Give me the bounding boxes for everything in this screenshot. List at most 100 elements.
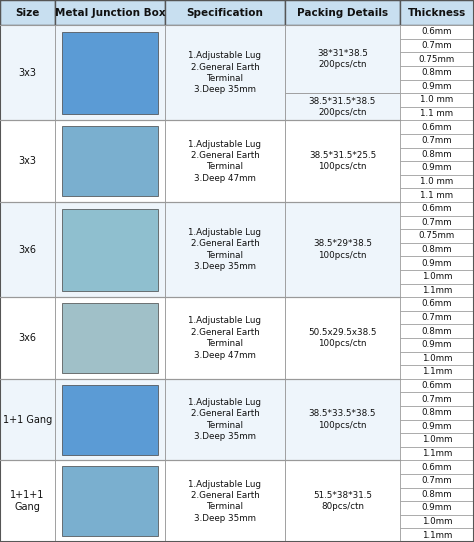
Text: 0.9mm: 0.9mm (422, 82, 452, 91)
Text: 38.5*31.5*38.5
200pcs/ctn: 38.5*31.5*38.5 200pcs/ctn (309, 96, 376, 117)
Bar (400, 93, 474, 107)
Bar (400, 80, 474, 93)
Bar (165, 25, 285, 120)
Bar (62, 126, 158, 196)
Bar (400, 270, 474, 283)
Text: 38.5*33.5*38.5
100pcs/ctn: 38.5*33.5*38.5 100pcs/ctn (309, 409, 376, 430)
Bar (165, 379, 285, 460)
Text: 3x6: 3x6 (18, 244, 36, 255)
Text: 1+1 Gang: 1+1 Gang (3, 415, 52, 424)
Text: 0.6mm: 0.6mm (422, 381, 452, 390)
Bar (400, 528, 474, 542)
Bar (55, 297, 165, 379)
Text: 1.0mm: 1.0mm (422, 272, 452, 281)
Bar (285, 120, 400, 202)
Text: 3x3: 3x3 (18, 68, 36, 78)
Text: 0.7mm: 0.7mm (422, 136, 452, 145)
Bar (285, 0, 400, 25)
Text: 0.7mm: 0.7mm (422, 218, 452, 227)
Text: 1.1mm: 1.1mm (422, 286, 452, 295)
Bar (400, 175, 474, 189)
Bar (400, 107, 474, 120)
Bar (400, 147, 474, 161)
Bar (285, 379, 400, 460)
Text: 50.5x29.5x38.5
100pcs/ctn: 50.5x29.5x38.5 100pcs/ctn (308, 328, 377, 348)
Bar (62, 384, 158, 455)
Bar (62, 303, 158, 373)
Bar (400, 420, 474, 433)
Bar (0, 25, 55, 120)
Bar (400, 161, 474, 175)
Text: 1+1+1
Gang: 1+1+1 Gang (10, 490, 45, 512)
Bar (165, 120, 285, 202)
Text: 0.7mm: 0.7mm (422, 41, 452, 50)
Text: 1.Adjustable Lug
2.General Earth
Terminal
3.Deep 35mm: 1.Adjustable Lug 2.General Earth Termina… (189, 228, 262, 271)
Text: 0.6mm: 0.6mm (422, 300, 452, 308)
Bar (400, 256, 474, 270)
Text: 0.6mm: 0.6mm (422, 463, 452, 472)
Text: 1.Adjustable Lug
2.General Earth
Terminal
3.Deep 35mm: 1.Adjustable Lug 2.General Earth Termina… (189, 398, 262, 441)
Bar (165, 297, 285, 379)
Text: 1.0mm: 1.0mm (422, 436, 452, 444)
Text: 0.8mm: 0.8mm (422, 408, 452, 417)
Bar (400, 338, 474, 352)
Bar (55, 0, 165, 25)
Bar (400, 39, 474, 53)
Text: 1.0mm: 1.0mm (422, 354, 452, 363)
Text: Packing Details: Packing Details (297, 8, 388, 17)
Text: 1.0 mm: 1.0 mm (420, 95, 454, 105)
Text: 1.1mm: 1.1mm (422, 367, 452, 377)
Text: 0.8mm: 0.8mm (422, 150, 452, 159)
Bar (0, 379, 55, 460)
Bar (400, 515, 474, 528)
Text: 0.9mm: 0.9mm (422, 340, 452, 349)
Text: 0.75mm: 0.75mm (419, 231, 455, 241)
Text: 1.0 mm: 1.0 mm (420, 177, 454, 186)
Text: 0.6mm: 0.6mm (422, 204, 452, 214)
Bar (400, 202, 474, 216)
Bar (400, 311, 474, 325)
Bar (400, 379, 474, 392)
Text: 38.5*31.5*25.5
100pcs/ctn: 38.5*31.5*25.5 100pcs/ctn (309, 151, 376, 171)
Bar (400, 406, 474, 420)
Bar (285, 93, 400, 120)
Bar (0, 0, 55, 25)
Bar (400, 501, 474, 515)
Bar (0, 460, 55, 542)
Bar (400, 474, 474, 488)
Text: 1.1 mm: 1.1 mm (420, 109, 454, 118)
Text: 3x6: 3x6 (18, 333, 36, 343)
Bar (55, 25, 165, 120)
Bar (55, 202, 165, 297)
Text: 0.8mm: 0.8mm (422, 490, 452, 499)
Bar (400, 365, 474, 379)
Bar (285, 460, 400, 542)
Text: 0.7mm: 0.7mm (422, 476, 452, 485)
Bar (400, 433, 474, 447)
Text: 0.6mm: 0.6mm (422, 28, 452, 36)
Bar (62, 32, 158, 114)
Bar (400, 53, 474, 66)
Text: 0.9mm: 0.9mm (422, 164, 452, 172)
Bar (55, 460, 165, 542)
Text: 38.5*29*38.5
100pcs/ctn: 38.5*29*38.5 100pcs/ctn (313, 240, 372, 260)
Text: 0.8mm: 0.8mm (422, 327, 452, 335)
Bar (400, 243, 474, 256)
Bar (400, 297, 474, 311)
Text: 51.5*38*31.5
80pcs/ctn: 51.5*38*31.5 80pcs/ctn (313, 491, 372, 512)
Bar (400, 392, 474, 406)
Text: 0.75mm: 0.75mm (419, 55, 455, 64)
Text: Metal Junction Box: Metal Junction Box (55, 8, 165, 17)
Bar (165, 202, 285, 297)
Bar (400, 325, 474, 338)
Bar (165, 0, 285, 25)
Text: 1.1mm: 1.1mm (422, 449, 452, 458)
Bar (400, 352, 474, 365)
Bar (62, 209, 158, 291)
Bar (400, 283, 474, 297)
Bar (55, 120, 165, 202)
Bar (400, 120, 474, 134)
Text: 0.9mm: 0.9mm (422, 259, 452, 268)
Text: 0.9mm: 0.9mm (422, 504, 452, 513)
Text: 1.Adjustable Lug
2.General Earth
Terminal
3.Deep 35mm: 1.Adjustable Lug 2.General Earth Termina… (189, 480, 262, 523)
